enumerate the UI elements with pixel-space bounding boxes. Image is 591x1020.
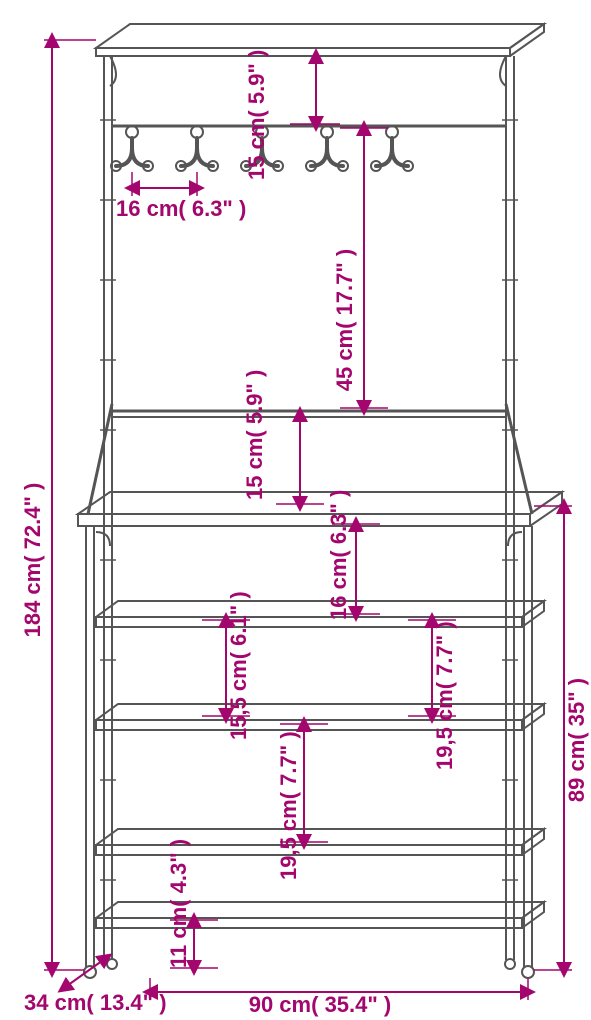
dim-45-in: 17.7" [332, 262, 357, 315]
dim-shelf4-195: 19,5 cm( 7.7" ) [276, 724, 328, 880]
svg-text:90 cm( 35.4" ): 90 cm( 35.4" ) [249, 992, 392, 1017]
dim-t16-cm: 16 cm [326, 558, 351, 620]
dim-16-cm: 16 cm [116, 196, 178, 221]
dim-shelf3-195: 19,5 cm( 7.7" ) [408, 620, 457, 770]
svg-text:11 cm( 4.3" ): 11 cm( 4.3" ) [166, 839, 191, 968]
dim-t16-in: 6.3" [326, 503, 351, 544]
dim-195a-in: 7.7" [432, 635, 457, 676]
dim-34-cm: 34 cm [24, 990, 86, 1015]
dim-155-cm: 15,5 cm [226, 659, 251, 740]
svg-text:45 cm( 17.7" ): 45 cm( 17.7" ) [332, 249, 357, 392]
dim-90-cm: 90 cm [249, 992, 311, 1017]
svg-text:15,5 cm( 6.1" ): 15,5 cm( 6.1" ) [226, 591, 251, 740]
svg-text:19,5 cm( 7.7" ): 19,5 cm( 7.7" ) [432, 621, 457, 770]
dim-11-in: 4.3" [166, 852, 191, 893]
dim-90-in: 35.4" [325, 992, 378, 1017]
dim-195b-cm: 19,5 cm [276, 799, 301, 880]
dim-width-90: 90 cm( 35.4" ) [150, 978, 528, 1017]
dim-89-cm: 89 cm [564, 740, 589, 802]
svg-text:16 cm( 6.3" ): 16 cm( 6.3" ) [326, 490, 351, 620]
dim-height-89: 89 cm( 35" ) [534, 506, 589, 970]
dim-16-in: 6.3" [192, 196, 233, 221]
svg-text:16 cm( 6.3" ): 16 cm( 6.3" ) [116, 196, 246, 221]
dim-155-in: 6.1" [226, 605, 251, 646]
svg-text:15 cm( 5.9" ): 15 cm( 5.9" ) [242, 370, 267, 500]
dim-top15-in: 5.9" [244, 63, 269, 104]
dim-34-in: 13.4" [100, 990, 153, 1015]
dim-45-cm: 45 cm [332, 329, 357, 391]
svg-text:184 cm( 72.4" ): 184 cm( 72.4" ) [20, 483, 45, 638]
svg-text:19,5 cm( 7.7" ): 19,5 cm( 7.7" ) [276, 731, 301, 880]
dim-top15-cm: 15 cm [244, 118, 269, 180]
dim-89-in: 35" [564, 691, 589, 726]
furniture-drawing [78, 24, 562, 978]
dim-height-cm: 184 cm [20, 563, 45, 638]
dim-hook-16: 16 cm( 6.3" ) [116, 172, 246, 221]
dim-mid15-cm: 15 cm [242, 438, 267, 500]
svg-text:89 cm( 35" ): 89 cm( 35" ) [564, 678, 589, 802]
dim-11-cm: 11 cm [166, 907, 191, 968]
dim-floor-11: 11 cm( 4.3" ) [166, 839, 218, 968]
dim-depth-34: 34 cm( 13.4" ) [24, 958, 167, 1015]
dim-mid15-in: 5.9" [242, 383, 267, 424]
dim-height-184: 184 cm( 72.4" ) [20, 40, 96, 970]
dim-height-in: 72.4" [20, 496, 45, 549]
dim-mid-15: 15 cm( 5.9" ) [242, 370, 324, 504]
dim-195a-cm: 19,5 cm [432, 689, 457, 770]
svg-text:15 cm( 5.9" ): 15 cm( 5.9" ) [244, 50, 269, 180]
svg-text:34 cm( 13.4" ): 34 cm( 13.4" ) [24, 990, 167, 1015]
dim-shelf-155: 15,5 cm( 6.1" ) [202, 591, 251, 740]
dim-195b-in: 7.7" [276, 745, 301, 786]
